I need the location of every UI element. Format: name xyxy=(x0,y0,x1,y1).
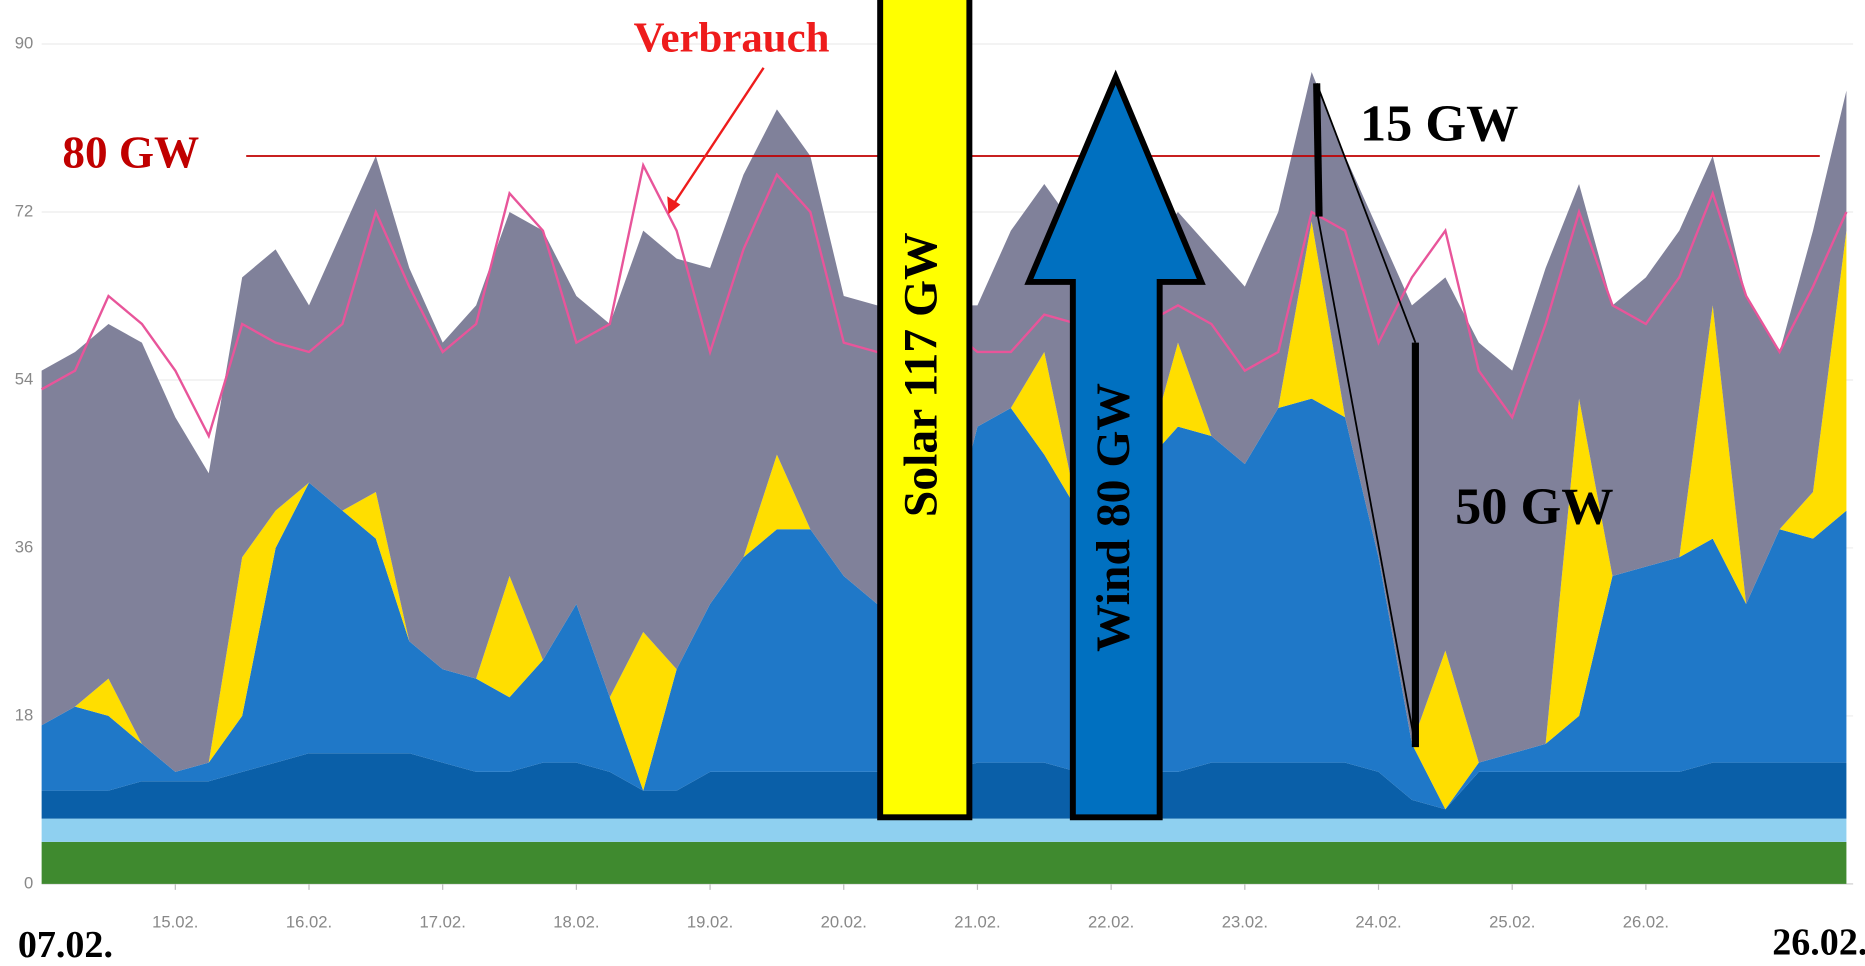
delta-large-label: 50 GW xyxy=(1455,478,1613,536)
delta-small-label: 15 GW xyxy=(1360,94,1518,152)
solar-label: Solar 117 GW xyxy=(895,232,947,517)
y-tick-label: 18 xyxy=(15,705,34,724)
y-tick-label: 90 xyxy=(15,33,34,52)
solar-bar xyxy=(877,0,973,821)
x-tick-label: 26.02. xyxy=(1623,913,1669,932)
end-label: 26.02. xyxy=(1772,922,1865,964)
load-arrow xyxy=(672,67,765,206)
y-tick-label: 72 xyxy=(15,201,34,220)
area xyxy=(41,841,1847,884)
x-tick-label: 20.02. xyxy=(821,913,867,932)
x-tick-label: 16.02. xyxy=(286,913,332,932)
x-tick-label: 24.02. xyxy=(1355,913,1401,932)
x-tick-label: 25.02. xyxy=(1489,913,1535,932)
x-tick-label: 15.02. xyxy=(152,913,198,932)
reference-label: 80 GW xyxy=(62,128,199,178)
load-label: Verbrauch xyxy=(634,14,830,61)
y-tick-label: 54 xyxy=(15,369,34,388)
y-tick-label: 36 xyxy=(15,537,34,556)
area xyxy=(41,221,1847,810)
x-tick-label: 23.02. xyxy=(1222,913,1268,932)
annotations: Solar 117 GW Wind 80 GW 15 GW 50 GW Verb… xyxy=(18,0,1865,966)
x-tick-label: 21.02. xyxy=(954,913,1000,932)
x-tick-label: 17.02. xyxy=(420,913,466,932)
y-tick-label: 0 xyxy=(24,873,33,892)
x-tick-label: 18.02. xyxy=(553,913,599,932)
connector xyxy=(1315,82,1417,343)
delta-bar-small xyxy=(1313,83,1323,217)
area xyxy=(41,818,1847,842)
load-arrowhead xyxy=(667,196,681,215)
wind-label: Wind 80 GW xyxy=(1088,383,1140,652)
start-label: 07.02. xyxy=(18,924,113,966)
reference: 80 GW xyxy=(62,128,1820,178)
connector xyxy=(1316,216,1417,747)
wind-arrow xyxy=(1024,69,1206,821)
x-tick-label: 19.02. xyxy=(687,913,733,932)
x-tick-label: 22.02. xyxy=(1088,913,1134,932)
